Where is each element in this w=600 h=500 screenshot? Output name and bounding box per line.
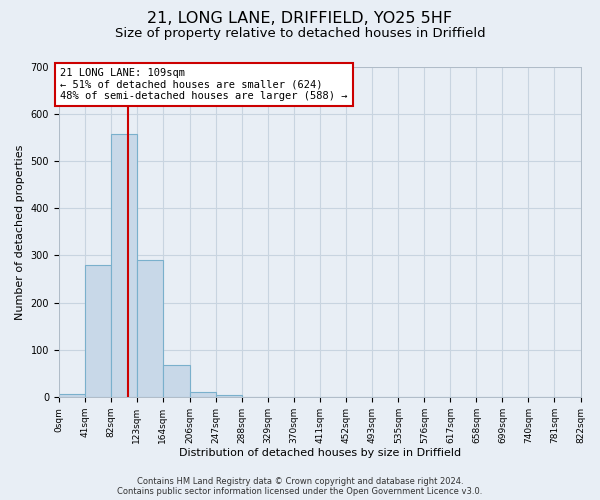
Text: 21, LONG LANE, DRIFFIELD, YO25 5HF: 21, LONG LANE, DRIFFIELD, YO25 5HF (148, 11, 452, 26)
Bar (59, 394, 85, 397)
X-axis label: Distribution of detached houses by size in Driffield: Distribution of detached houses by size … (179, 448, 461, 458)
Bar (137, 260, 163, 397)
Bar (85, 265, 111, 397)
Text: 21 LONG LANE: 109sqm
← 51% of detached houses are smaller (624)
48% of semi-deta: 21 LONG LANE: 109sqm ← 51% of detached h… (60, 68, 347, 101)
Bar (215, 395, 242, 397)
Text: Contains HM Land Registry data © Crown copyright and database right 2024.
Contai: Contains HM Land Registry data © Crown c… (118, 476, 482, 496)
Text: Size of property relative to detached houses in Driffield: Size of property relative to detached ho… (115, 28, 485, 40)
Bar (111, 134, 137, 397)
Y-axis label: Number of detached properties: Number of detached properties (15, 144, 25, 320)
Bar (190, 392, 215, 397)
Bar (163, 365, 190, 397)
